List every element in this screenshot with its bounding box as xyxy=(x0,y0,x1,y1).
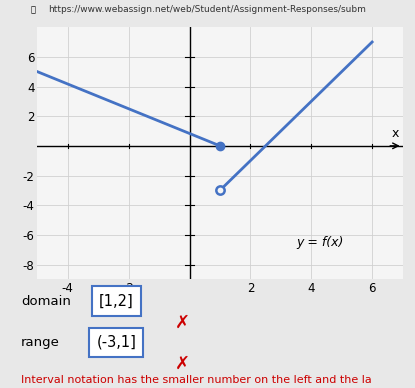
Text: domain: domain xyxy=(21,294,71,308)
Text: [1,2]: [1,2] xyxy=(99,294,134,308)
Text: ✗: ✗ xyxy=(175,355,190,373)
Text: (-3,1]: (-3,1] xyxy=(96,335,136,350)
Text: x: x xyxy=(392,127,400,140)
Text: https://www.webassign.net/web/Student/Assignment-Responses/subm: https://www.webassign.net/web/Student/As… xyxy=(49,5,366,14)
Text: ✗: ✗ xyxy=(175,314,190,332)
Text: range: range xyxy=(21,336,60,349)
Text: Interval notation has the smaller number on the left and the la: Interval notation has the smaller number… xyxy=(21,376,371,385)
Text: y = f(x): y = f(x) xyxy=(296,236,343,249)
Text: 🔒: 🔒 xyxy=(31,5,36,14)
